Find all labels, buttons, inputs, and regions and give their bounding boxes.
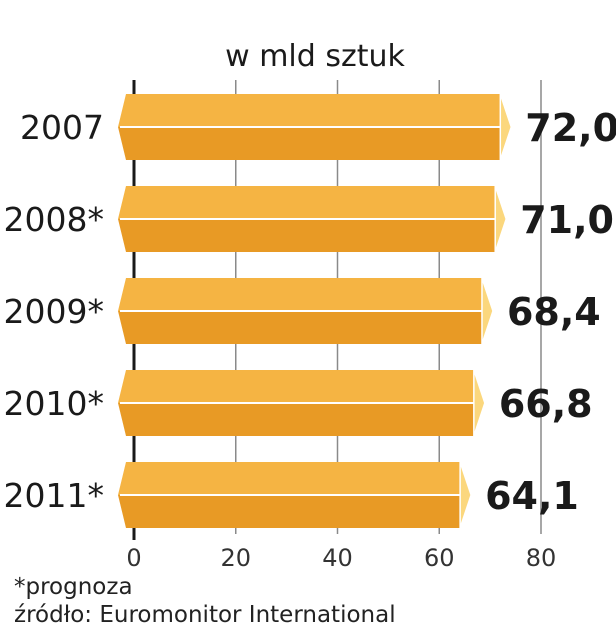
- forecast-note: *prognoza: [14, 574, 133, 600]
- category-label: 2010*: [4, 384, 104, 423]
- bar-bottom-face: [118, 127, 501, 160]
- bar: [118, 277, 494, 345]
- bar-cap: [459, 461, 472, 529]
- value-label: 64,1: [485, 474, 579, 518]
- category-label: 2007: [20, 108, 104, 147]
- bar-top-face: [118, 462, 461, 495]
- value-label: 66,8: [499, 382, 593, 426]
- category-label: 2009*: [4, 292, 104, 331]
- bars: [118, 93, 513, 529]
- x-tick-label: 0: [126, 544, 141, 572]
- x-tick-label: 80: [526, 544, 557, 572]
- bar-bottom-face: [118, 311, 482, 344]
- bar-cap: [473, 369, 486, 437]
- x-tick-label: 20: [220, 544, 251, 572]
- bar-cap: [494, 185, 508, 253]
- source-note: źródło: Euromonitor International: [14, 602, 396, 628]
- x-axis-ticks: 0 20 40 60 80: [126, 544, 556, 572]
- value-labels: 72,0 71,0 68,4 66,8 64,1: [485, 106, 616, 518]
- bar-top-face: [118, 278, 482, 311]
- category-labels: 2007 2008* 2009* 2010* 2011*: [4, 108, 104, 515]
- bar: [118, 369, 486, 437]
- unit-label: w mld sztuk: [225, 39, 405, 74]
- value-label: 71,0: [520, 198, 614, 242]
- bar-bottom-face: [118, 495, 461, 528]
- x-tick-label: 40: [322, 544, 353, 572]
- x-tick-label: 60: [424, 544, 455, 572]
- category-label: 2008*: [4, 200, 104, 239]
- value-label: 72,0: [525, 106, 616, 150]
- bar-cap: [481, 277, 494, 345]
- bar: [118, 93, 513, 161]
- bar-bottom-face: [118, 403, 474, 436]
- category-label: 2011*: [4, 476, 104, 515]
- bar: [118, 461, 472, 529]
- bar-top-face: [118, 94, 501, 127]
- value-label: 68,4: [507, 290, 601, 334]
- bar-cap: [499, 93, 513, 161]
- bar-top-face: [118, 186, 496, 219]
- bar: [118, 185, 508, 253]
- bar-top-face: [118, 370, 474, 403]
- bar-bottom-face: [118, 219, 496, 252]
